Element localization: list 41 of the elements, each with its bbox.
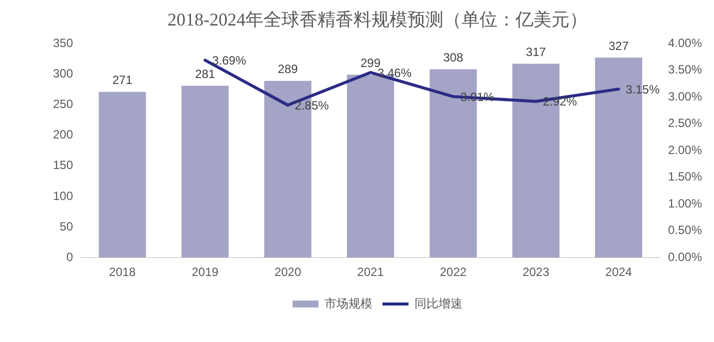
x-tick-label: 2022 — [440, 265, 467, 280]
data-label: 271 — [112, 73, 133, 88]
x-tick-label: 2024 — [605, 265, 632, 280]
bar — [98, 92, 146, 258]
data-label: 317 — [526, 45, 546, 60]
y2-tick-label: 1.50% — [668, 170, 702, 184]
y-tick-label: 100 — [52, 188, 74, 203]
bar — [182, 86, 229, 258]
y-tick-label: 50 — [60, 219, 74, 234]
x-tick-label: 2019 — [192, 265, 219, 280]
y2-tick-label: 0.00% — [668, 250, 702, 264]
x-tick-label: 2023 — [522, 265, 550, 280]
data-label: 289 — [278, 62, 298, 76]
y-tick-label: 200 — [52, 128, 74, 142]
y2-tick-label: 3.00% — [668, 89, 702, 104]
data-label: 281 — [195, 67, 216, 82]
data-label: 3.15% — [626, 82, 660, 96]
y-tick-label: 300 — [52, 66, 74, 80]
y-tick-label: 0 — [66, 250, 74, 264]
data-label: 2.85% — [294, 98, 330, 112]
x-tick-label: 2020 — [274, 265, 302, 280]
y-tick-label: 350 — [52, 36, 74, 50]
legend-label: 市场规模 — [324, 296, 372, 310]
data-label: 3.69% — [212, 53, 246, 68]
y2-tick-label: 4.00% — [668, 36, 702, 50]
data-label: 3.01% — [460, 90, 495, 104]
y-tick-label: 150 — [52, 158, 74, 172]
data-label: 327 — [608, 38, 629, 53]
y-tick-label: 250 — [52, 97, 74, 112]
y2-tick-label: 2.50% — [668, 116, 702, 130]
y2-tick-label: 2.00% — [668, 142, 702, 157]
y2-tick-label: 0.50% — [668, 223, 702, 238]
x-tick-label: 2018 — [109, 265, 136, 280]
legend-label: 同比增速 — [414, 296, 462, 310]
data-label: 308 — [443, 50, 464, 65]
x-tick-label: 2021 — [357, 265, 384, 280]
y2-tick-label: 1.00% — [668, 196, 702, 210]
data-label: 2.92% — [542, 94, 578, 109]
y2-tick-label: 3.50% — [668, 62, 702, 77]
data-label: 3.46% — [378, 66, 412, 80]
chart-title: 2018-2024年全球香精香料规模预测（单位：亿美元） — [168, 10, 588, 30]
